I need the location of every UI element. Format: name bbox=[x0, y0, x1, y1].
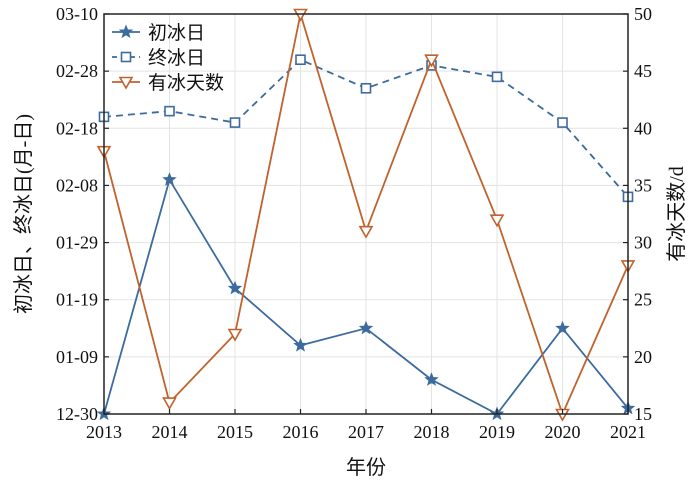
y-left-tick-label: 02-08 bbox=[56, 175, 98, 195]
x-tick-label: 2018 bbox=[414, 422, 450, 442]
series-2-point bbox=[164, 105, 175, 117]
x-tick-label: 2017 bbox=[348, 422, 384, 442]
y-axis-left-label: 初冰日、终冰日(月-日) bbox=[12, 114, 35, 314]
series-1-point bbox=[424, 372, 439, 386]
series-1-point bbox=[227, 280, 243, 295]
y-left-tick-label: 02-18 bbox=[56, 118, 98, 138]
x-axis-label: 年份 bbox=[346, 456, 386, 479]
y-right-tick-label: 50 bbox=[634, 4, 652, 24]
legend-label: 初冰日 bbox=[148, 22, 205, 44]
x-tick-label: 2021 bbox=[610, 422, 646, 442]
series-layer bbox=[96, 8, 636, 422]
y-left-tick-label: 01-19 bbox=[56, 290, 98, 310]
x-tick-label: 2013 bbox=[86, 422, 122, 442]
series-3-point bbox=[227, 328, 243, 342]
y-right-tick-label: 20 bbox=[634, 347, 652, 367]
series-3-point bbox=[489, 214, 505, 228]
series-3-point bbox=[424, 54, 439, 68]
y-left-tick-label: 12-30 bbox=[56, 404, 98, 424]
series-2-point bbox=[360, 82, 372, 94]
y-right-tick-label: 15 bbox=[634, 404, 652, 424]
y-left-tick-label: 01-29 bbox=[56, 233, 98, 253]
series-2-point bbox=[295, 54, 306, 66]
legend-label: 有冰天数 bbox=[148, 72, 224, 94]
x-tick-label: 2014 bbox=[152, 422, 188, 442]
series-3-point bbox=[162, 397, 177, 411]
series-1-point bbox=[358, 320, 374, 335]
series-2-point bbox=[229, 117, 241, 128]
y-right-tick-label: 35 bbox=[634, 175, 652, 195]
y-right-tick-label: 40 bbox=[634, 118, 652, 138]
series-3-point bbox=[358, 225, 374, 239]
y-left-tick-label: 03-10 bbox=[56, 4, 98, 24]
series-2-point bbox=[491, 71, 503, 83]
legend-marker bbox=[118, 24, 134, 39]
x-tick-label: 2016 bbox=[283, 422, 319, 442]
y-left-tick-label: 01-09 bbox=[56, 347, 98, 367]
x-tick-label: 2020 bbox=[545, 422, 581, 442]
series-2 bbox=[98, 54, 634, 203]
y-right-tick-label: 25 bbox=[634, 290, 652, 310]
legend-marker bbox=[118, 76, 134, 90]
y-axis-right-label: 有冰天数/d bbox=[665, 166, 688, 262]
series-2-point bbox=[557, 117, 568, 128]
y-left-tick-label: 02-28 bbox=[56, 61, 98, 81]
legend-label: 终冰日 bbox=[148, 47, 205, 69]
y-right-tick-label: 30 bbox=[634, 233, 652, 253]
y-right-tick-label: 45 bbox=[634, 61, 652, 81]
series-1-point bbox=[162, 172, 177, 186]
x-tick-label: 2019 bbox=[479, 422, 515, 442]
x-tick-label: 2015 bbox=[217, 422, 253, 442]
ticks: 2013 2014 2015 2016 2017 2018 2019 2020 202112-3… bbox=[56, 4, 652, 442]
series-1-point bbox=[555, 320, 570, 335]
legend-marker bbox=[120, 51, 132, 63]
series-1-point bbox=[293, 337, 308, 352]
